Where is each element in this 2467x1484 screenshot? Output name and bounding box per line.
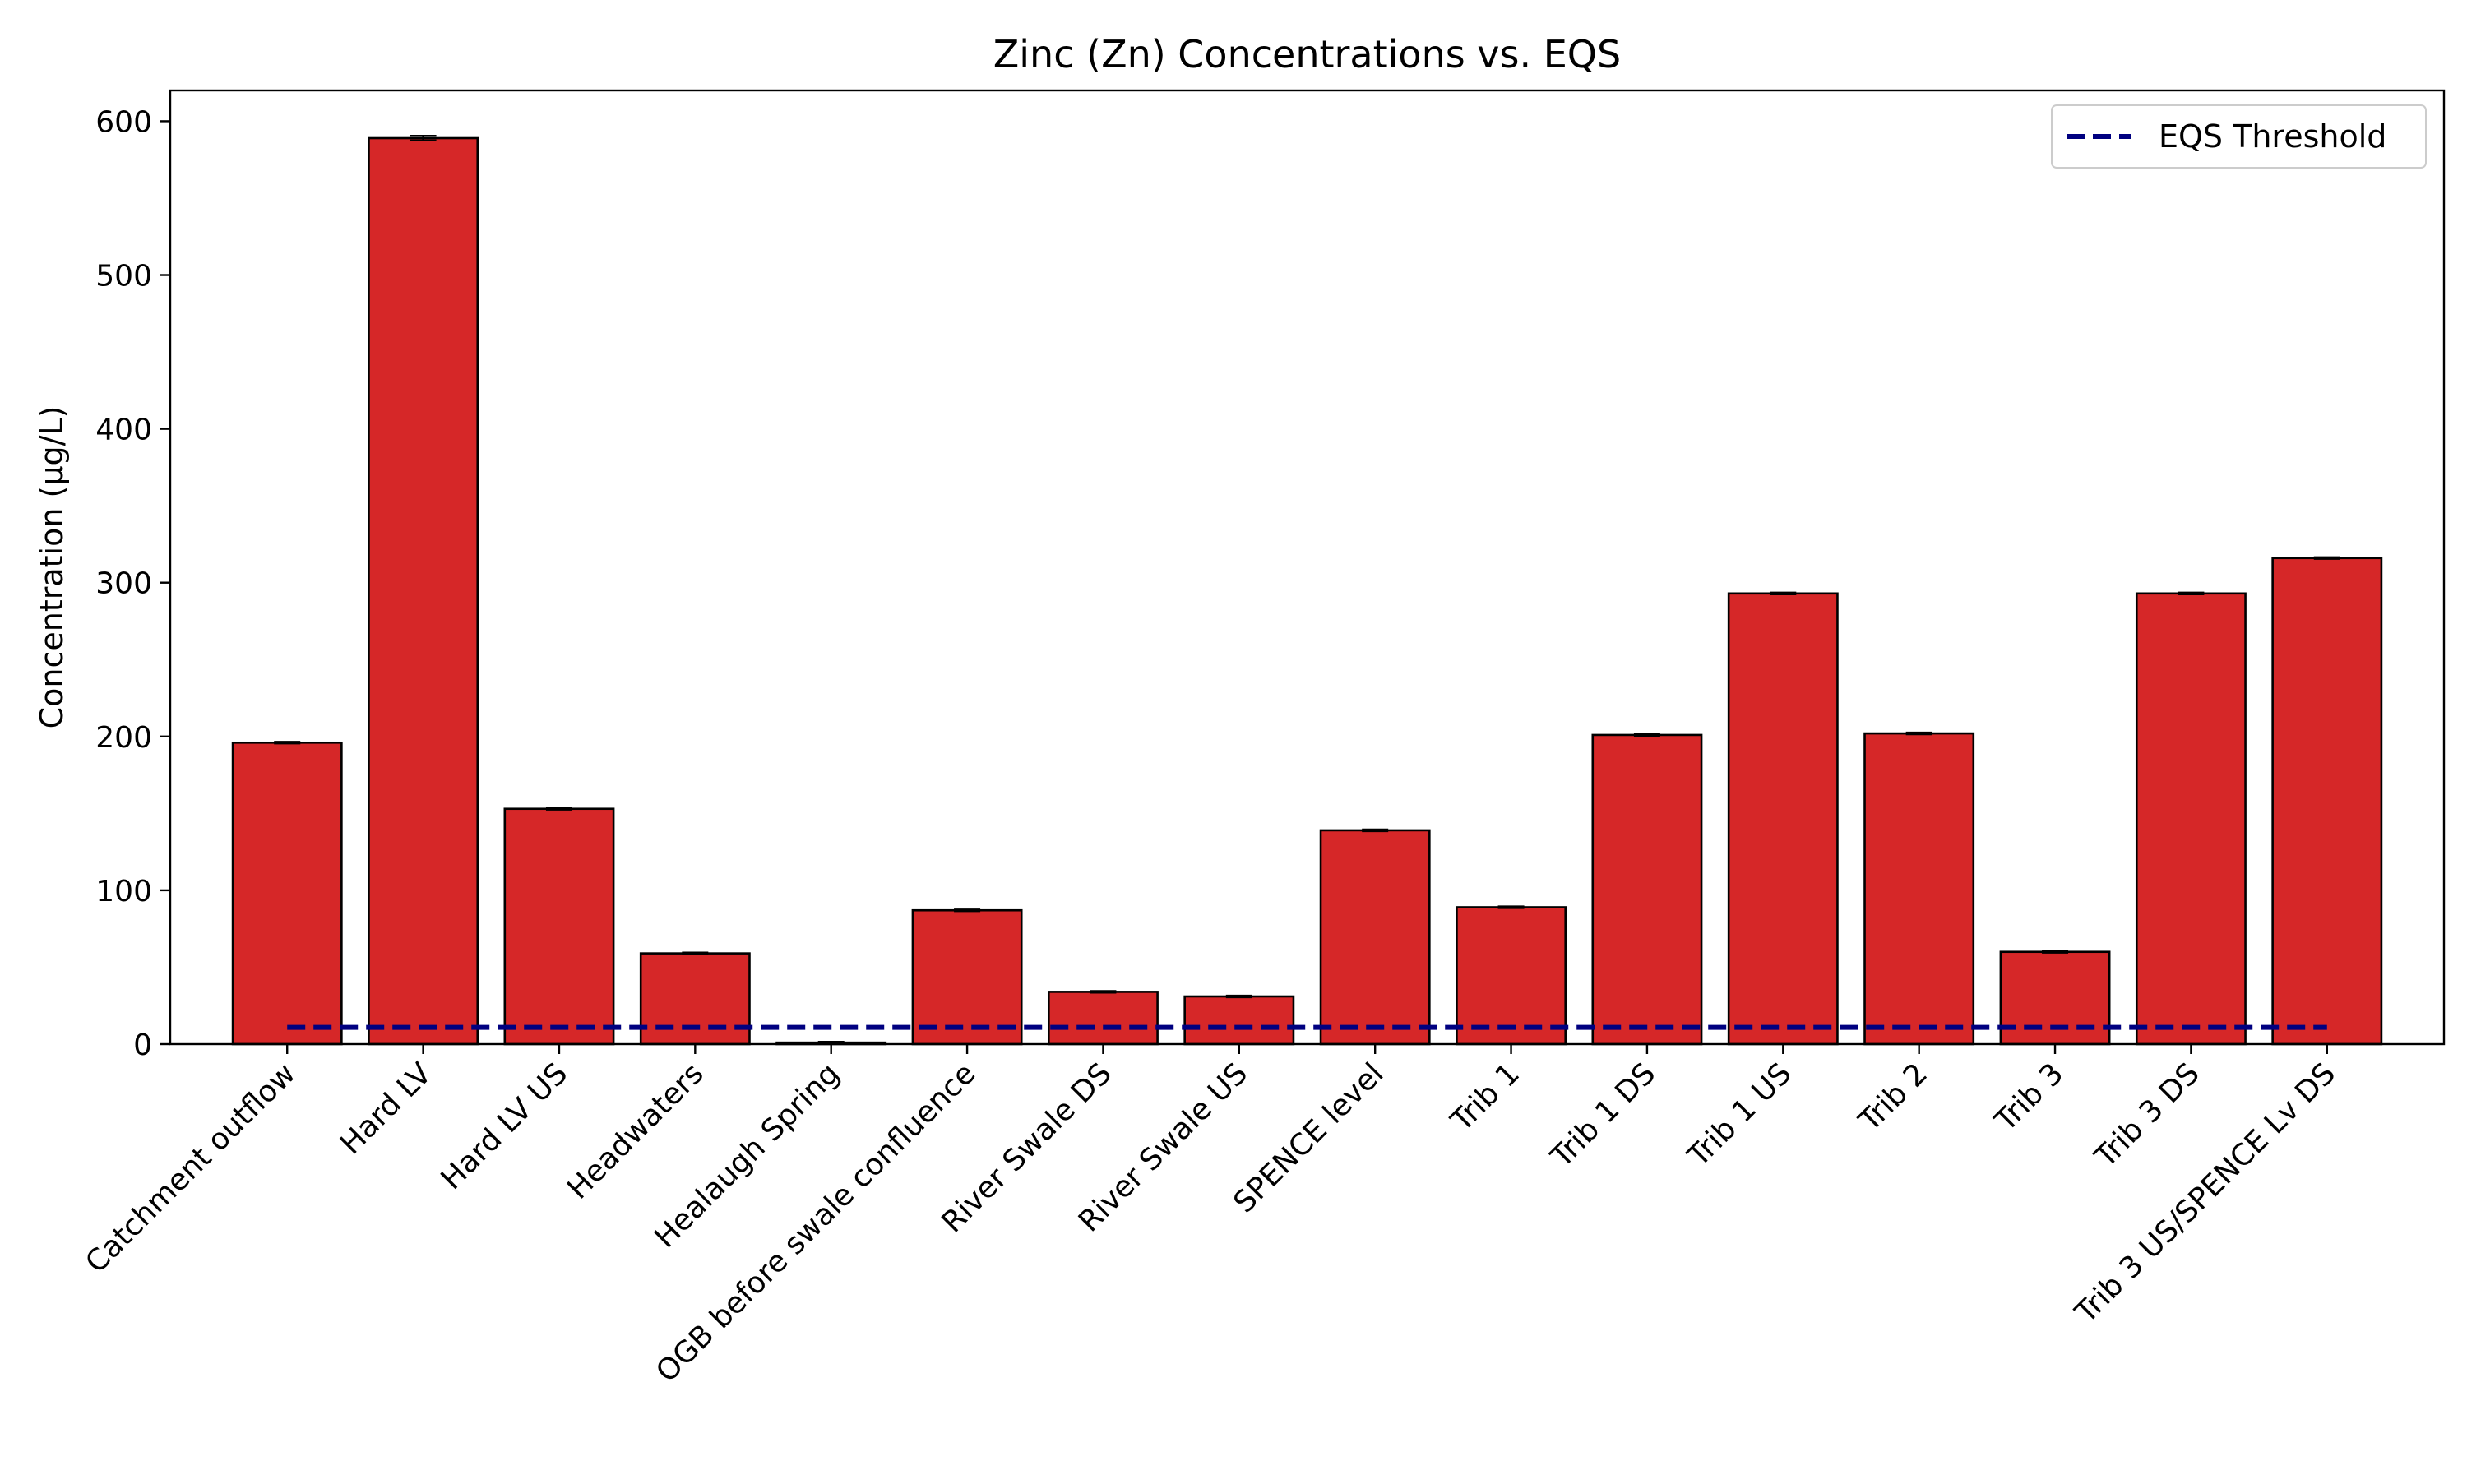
bar-8 bbox=[1319, 829, 1431, 1046]
bar-13 bbox=[1999, 950, 2111, 1046]
y-tick-label-2: 200 bbox=[95, 721, 152, 755]
legend-label-eqs-threshold: EQS Threshold bbox=[2159, 118, 2386, 155]
y-tick-label-4: 400 bbox=[95, 414, 152, 447]
bar-0 bbox=[231, 741, 343, 1046]
y-axis-ticks: 0 100 200 300 400 500 600 bbox=[95, 105, 170, 1062]
bar-6 bbox=[1047, 991, 1159, 1046]
bar-7 bbox=[1183, 995, 1295, 1046]
bar-2 bbox=[503, 807, 615, 1046]
chart-title: Zinc (Zn) Concentrations vs. EQS bbox=[993, 32, 1621, 76]
y-axis-label: Concentration (µg/L) bbox=[34, 406, 70, 729]
bar-1 bbox=[368, 136, 479, 1046]
bar-3 bbox=[639, 952, 751, 1046]
y-tick-label-3: 300 bbox=[95, 567, 152, 601]
bar-11 bbox=[1727, 592, 1839, 1046]
legend: EQS Threshold bbox=[2051, 104, 2427, 169]
y-tick-label-1: 100 bbox=[95, 875, 152, 908]
y-tick-label-0: 0 bbox=[133, 1029, 152, 1062]
bar-5 bbox=[911, 908, 1023, 1046]
y-tick-label-5: 500 bbox=[95, 260, 152, 294]
bar-14 bbox=[2135, 592, 2247, 1046]
bar-10 bbox=[1591, 733, 1703, 1046]
bar-15 bbox=[2271, 557, 2383, 1046]
plot-frame bbox=[169, 89, 2446, 1046]
bar-9 bbox=[1456, 906, 1567, 1046]
bar-12 bbox=[1863, 732, 1975, 1046]
y-tick-label-6: 600 bbox=[95, 105, 152, 139]
legend-box bbox=[2051, 104, 2427, 169]
bars-layer bbox=[231, 136, 2383, 1046]
